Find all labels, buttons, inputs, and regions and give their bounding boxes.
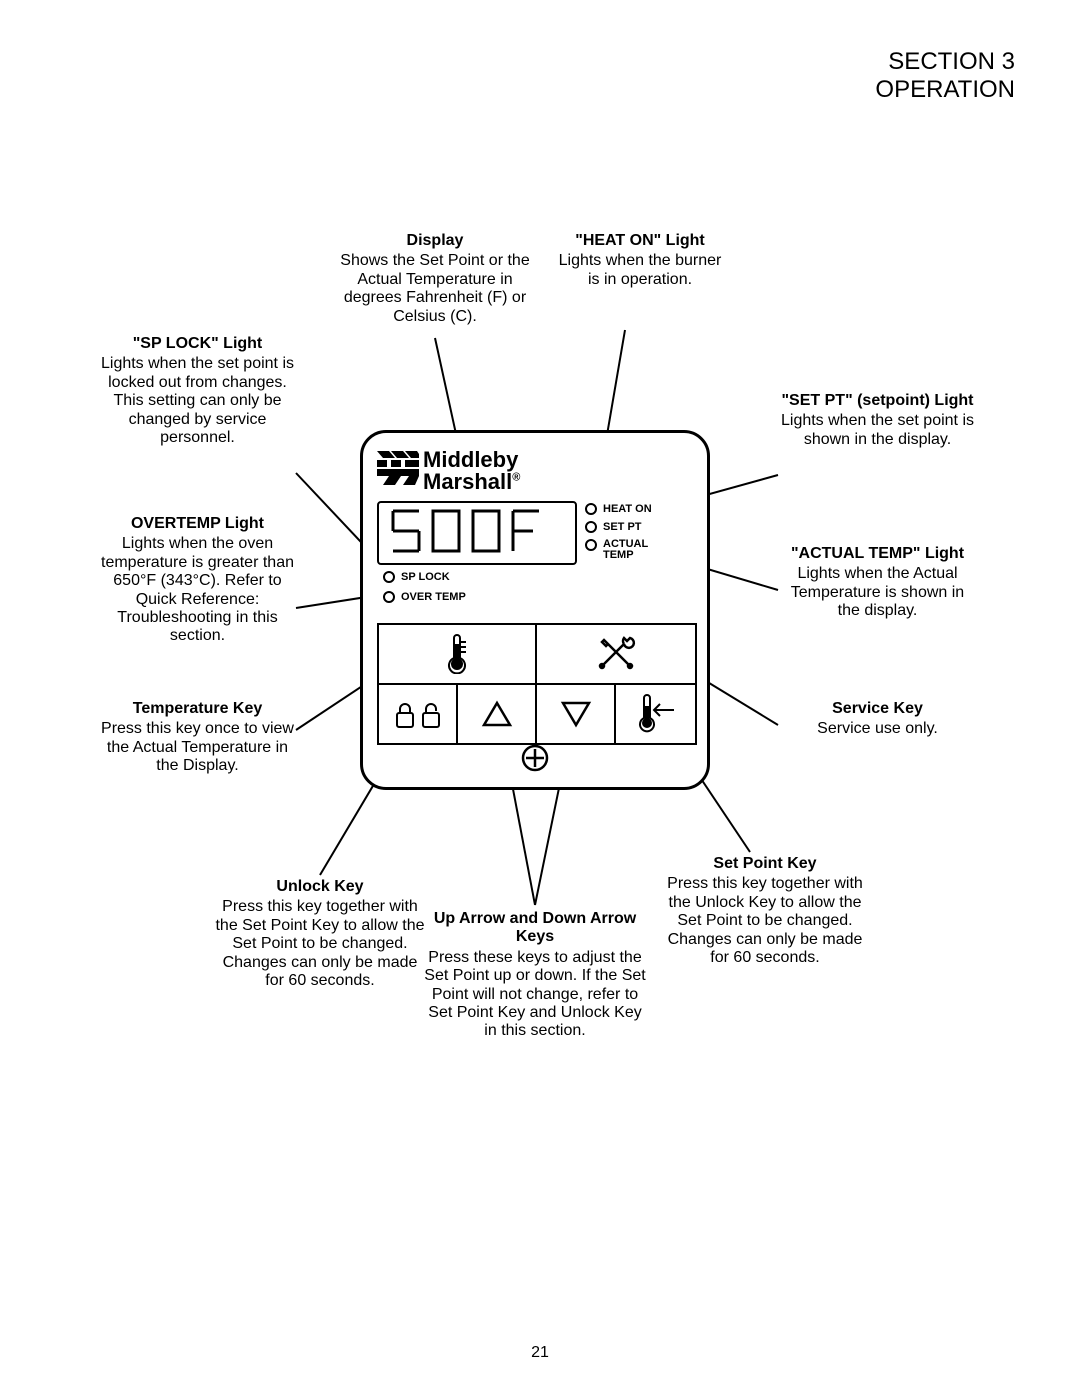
callout-setpt-title: "SET PT" (setpoint) Light [780, 392, 975, 410]
callout-heaton-title: "HEAT ON" Light [555, 232, 725, 250]
down-arrow-key[interactable] [537, 685, 616, 743]
up-arrow-key[interactable] [458, 685, 537, 743]
callout-tempkey-title: Temperature Key [100, 700, 295, 718]
brand-logo-icon [377, 451, 419, 485]
callout-service: Service Key Service use only. [780, 700, 975, 739]
callout-display-body: Shows the Set Point or the Actual Temper… [340, 252, 530, 326]
control-panel: Middleby Marshall® HEAT ON SET PT ACTUAL [360, 430, 710, 790]
led-overtemp: OVER TEMP [383, 591, 466, 603]
lock-unlock-icon [393, 697, 443, 731]
callout-unlock-title: Unlock Key [215, 878, 425, 896]
led-overtemp-label: OVER TEMP [401, 591, 466, 603]
lcd-display [377, 501, 577, 565]
brand-line1: Middleby [423, 449, 520, 471]
callout-splock-body: Lights when the set point is locked out … [100, 355, 295, 447]
led-overtemp-icon [383, 591, 395, 603]
header-line1: SECTION 3 [875, 48, 1015, 76]
tools-icon [594, 634, 638, 674]
callout-actual-body: Lights when the Actual Temperature is sh… [780, 565, 975, 620]
led-actual: ACTUAL TEMP [585, 539, 663, 561]
callout-service-title: Service Key [780, 700, 975, 718]
keypad [377, 623, 697, 745]
triangle-down-icon [559, 699, 593, 729]
callout-heaton: "HEAT ON" Light Lights when the burner i… [555, 232, 725, 289]
callout-arrows-title: Up Arrow and Down Arrow Keys [420, 910, 650, 947]
callout-service-body: Service use only. [780, 720, 975, 738]
callout-setptkey-title: Set Point Key [660, 855, 870, 873]
callout-arrows: Up Arrow and Down Arrow Keys Press these… [420, 910, 650, 1041]
led-actual-label: ACTUAL TEMP [603, 539, 663, 561]
callout-arrows-body: Press these keys to adjust the Set Point… [420, 949, 650, 1041]
callout-setpt-body: Lights when the set point is shown in th… [780, 412, 975, 449]
callout-tempkey: Temperature Key Press this key once to v… [100, 700, 295, 776]
unlock-key[interactable] [379, 685, 458, 743]
callout-overtemp-body: Lights when the oven temperature is grea… [100, 535, 295, 645]
page-header: SECTION 3 OPERATION [875, 48, 1015, 103]
callout-setptkey: Set Point Key Press this key together wi… [660, 855, 870, 967]
callout-display: Display Shows the Set Point or the Actua… [340, 232, 530, 326]
callout-splock: "SP LOCK" Light Lights when the set poin… [100, 335, 295, 447]
callout-actual: "ACTUAL TEMP" Light Lights when the Actu… [780, 545, 975, 621]
callout-overtemp-title: OVERTEMP Light [100, 515, 295, 533]
brand-text: Middleby Marshall® [423, 449, 520, 493]
callout-splock-title: "SP LOCK" Light [100, 335, 295, 353]
brand-line2: Marshall® [423, 471, 520, 493]
led-setpt: SET PT [585, 521, 642, 533]
callout-display-title: Display [340, 232, 530, 250]
service-key[interactable] [537, 625, 695, 683]
led-setpt-icon [585, 521, 597, 533]
thermometer-arrow-icon [634, 694, 678, 734]
led-heaton-label: HEAT ON [603, 503, 652, 515]
callout-setpt: "SET PT" (setpoint) Light Lights when th… [780, 392, 975, 449]
callout-heaton-body: Lights when the burner is in operation. [555, 252, 725, 289]
header-line2: OPERATION [875, 76, 1015, 104]
led-heaton-icon [585, 503, 597, 515]
temperature-key[interactable] [379, 625, 537, 683]
callout-unlock-body: Press this key together with the Set Poi… [215, 898, 425, 990]
connector-icon [520, 743, 550, 773]
callout-overtemp: OVERTEMP Light Lights when the oven temp… [100, 515, 295, 646]
set-point-key[interactable] [616, 685, 695, 743]
led-actual-icon [585, 539, 597, 551]
seven-seg-icon [387, 507, 567, 559]
callout-setptkey-body: Press this key together with the Unlock … [660, 875, 870, 967]
page-number: 21 [0, 1344, 1080, 1362]
led-splock: SP LOCK [383, 571, 450, 583]
callout-unlock: Unlock Key Press this key together with … [215, 878, 425, 990]
led-splock-icon [383, 571, 395, 583]
led-heaton: HEAT ON [585, 503, 652, 515]
callout-tempkey-body: Press this key once to view the Actual T… [100, 720, 295, 775]
triangle-up-icon [480, 699, 514, 729]
callout-actual-title: "ACTUAL TEMP" Light [780, 545, 975, 563]
led-splock-label: SP LOCK [401, 571, 450, 583]
led-setpt-label: SET PT [603, 521, 642, 533]
thermometer-icon [444, 634, 470, 674]
